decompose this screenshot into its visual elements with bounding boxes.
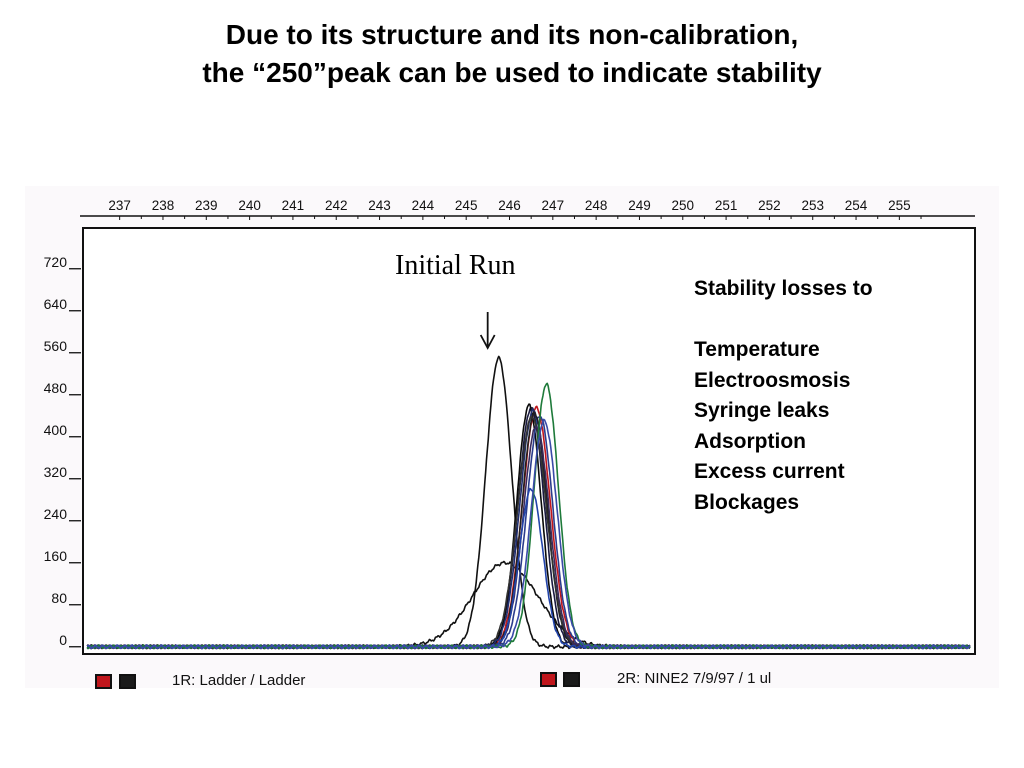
series-line (87, 418, 971, 650)
x-tick-label: 241 (282, 198, 305, 213)
y-tick-label: 320 (44, 464, 68, 480)
y-tick-label: 720 (44, 254, 68, 270)
x-tick-label: 255 (888, 198, 911, 213)
y-tick-label: 400 (44, 422, 68, 438)
stability-item-temperature: Temperature (694, 338, 820, 361)
slide-title: Due to its structure and its non-calibra… (0, 16, 1024, 92)
stability-notes: Stability losses to Temperature Electroo… (694, 274, 873, 518)
stability-notes-heading: Stability losses to (694, 277, 873, 300)
electropherogram-chart: 237 238 239 240 241 242 243 244 245 246 247 248 249 2… (44, 198, 976, 655)
slide-title-line-2: the “250”peak can be used to indicate st… (202, 57, 822, 88)
footer-left-red-swatch (95, 674, 112, 689)
footer-right-label: 2R: NINE2 7/9/97 / 1 ul (617, 670, 772, 687)
y-tick-label: 640 (44, 296, 68, 312)
electropherogram-figure: 237 238 239 240 241 242 243 244 245 246 247 248 249 2… (25, 186, 999, 688)
x-tick-label: 250 (672, 198, 695, 213)
x-tick-label: 237 (108, 198, 131, 213)
stability-item-excess-current: Excess current (694, 460, 845, 483)
y-tick-label: 560 (44, 338, 68, 354)
y-tick-label: 0 (59, 632, 67, 648)
x-tick-label: 242 (325, 198, 348, 213)
x-tick-label: 251 (715, 198, 738, 213)
x-tick-label: 254 (845, 198, 868, 213)
footer-right-black-swatch (563, 672, 580, 687)
y-tick-label: 480 (44, 380, 68, 396)
x-tick-label: 252 (758, 198, 781, 213)
x-tick-label: 238 (152, 198, 175, 213)
footer-left-black-swatch (119, 674, 136, 689)
x-tick-label: 247 (542, 198, 565, 213)
slide-title-line-1: Due to its structure and its non-calibra… (225, 19, 799, 50)
arrow-head-icon (479, 334, 496, 350)
y-tick-label: 240 (44, 506, 68, 522)
x-tick-label: 243 (368, 198, 391, 213)
series-line (86, 382, 971, 650)
stability-item-adsorption: Adsorption (694, 429, 806, 453)
x-tick-label: 244 (412, 198, 435, 213)
stability-item-blockages: Blockages (694, 490, 800, 514)
x-tick-label: 248 (585, 198, 608, 213)
x-tick-label: 240 (238, 198, 261, 213)
initial-run-annotation: Initial Run (395, 250, 516, 281)
x-tick-label: 239 (195, 198, 218, 213)
footer-left-label: 1R: Ladder / Ladder (172, 672, 306, 689)
y-tick-label: 80 (51, 590, 67, 606)
x-tick-label: 253 (801, 198, 824, 213)
stability-item-syringe-leaks: Syringe leaks (694, 399, 830, 422)
y-tick-label: 160 (44, 548, 68, 564)
x-tick-label: 246 (498, 198, 521, 213)
stability-item-electroosmosis: Electroosmosis (694, 368, 851, 392)
x-tick-label: 249 (628, 198, 651, 213)
x-tick-label: 245 (455, 198, 478, 213)
footer-right-red-swatch (540, 672, 557, 687)
